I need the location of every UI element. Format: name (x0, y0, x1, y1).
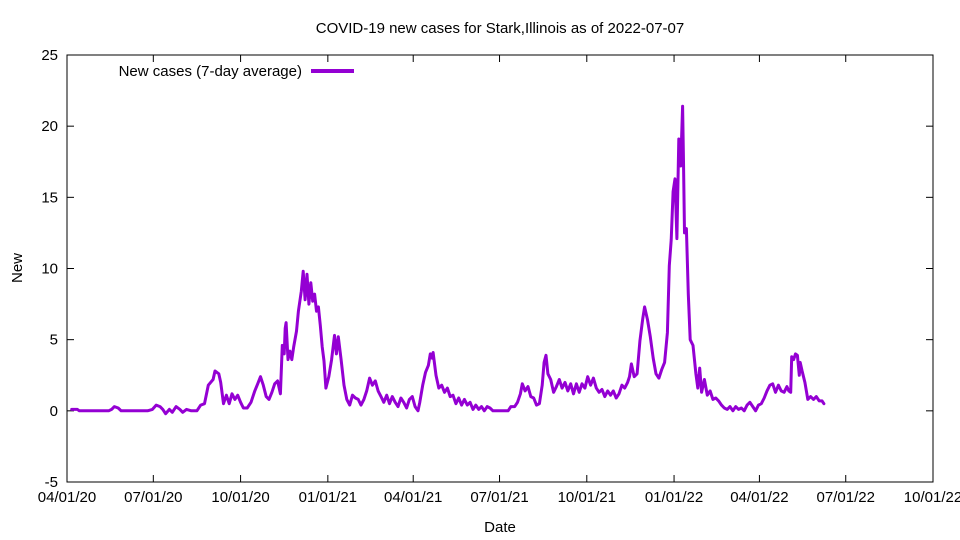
x-tick-label: 04/01/21 (384, 489, 442, 506)
x-tick-label: 01/01/22 (645, 489, 703, 506)
x-tick-label: 10/01/22 (904, 489, 960, 506)
legend-label: New cases (7-day average) (119, 63, 302, 80)
x-tick-label: 07/01/21 (470, 489, 528, 506)
axis-tick-labels: -5 0 5 10 15 20 25 04/01/20 07/01/20 10/01/20 01/0… (38, 47, 960, 506)
y-tick-label: 25 (41, 47, 58, 64)
x-tick-label: 07/01/22 (817, 489, 875, 506)
y-tick-label: 10 (41, 261, 58, 278)
x-tick-label: 04/01/20 (38, 489, 96, 506)
x-tick-label: 04/01/22 (730, 489, 788, 506)
x-tick-label: 07/01/20 (124, 489, 182, 506)
y-tick-label: 15 (41, 189, 58, 206)
y-tick-label: 0 (50, 403, 58, 420)
x-axis-label: Date (484, 519, 516, 536)
y-tick-label: 20 (41, 118, 58, 135)
x-tick-label: 10/01/20 (211, 489, 269, 506)
y-tick-label: -5 (45, 474, 58, 491)
series-line-new-cases (70, 104, 826, 416)
chart-title: COVID-19 new cases for Stark,Illinois as… (316, 20, 685, 37)
x-tick-label: 10/01/21 (558, 489, 616, 506)
y-axis-label: New (9, 253, 26, 283)
legend: New cases (7-day average) (119, 63, 354, 80)
plot-frame (66, 54, 934, 483)
x-tick-label: 01/01/21 (299, 489, 357, 506)
y-tick-label: 5 (50, 332, 58, 349)
